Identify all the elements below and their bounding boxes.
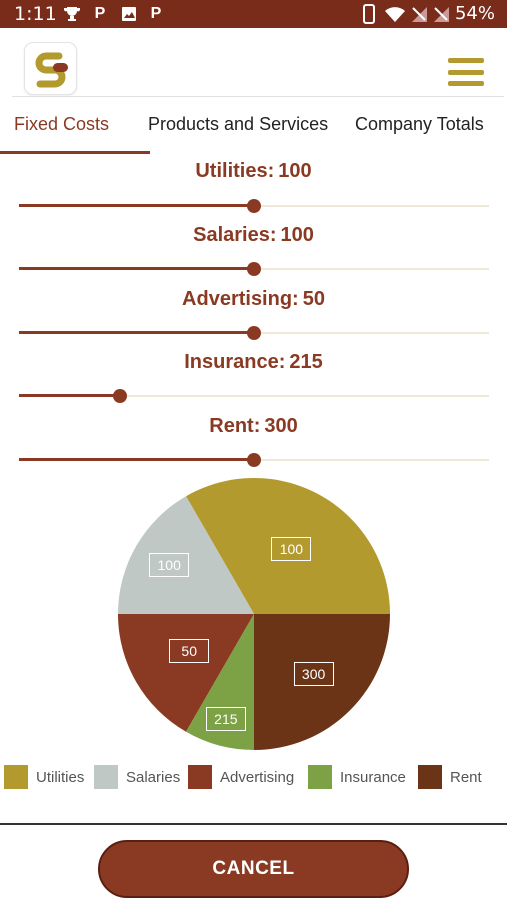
status-time: 1:11 bbox=[14, 3, 57, 25]
advertising-label-text: Advertising: bbox=[182, 288, 299, 310]
slider-thumb[interactable] bbox=[113, 389, 128, 403]
legend-swatch bbox=[188, 765, 212, 789]
tab-bar: Fixed Costs Products and Services Compan… bbox=[0, 100, 507, 154]
fixed-costs-pie-chart bbox=[118, 478, 390, 750]
legend-swatch bbox=[94, 765, 118, 789]
app-logo bbox=[24, 42, 77, 95]
p-icon: P bbox=[150, 5, 162, 22]
legend-item-salaries: Salaries bbox=[94, 765, 180, 789]
tab-company-totals[interactable]: Company Totals bbox=[355, 114, 484, 134]
rent-label-text: Rent: bbox=[209, 415, 261, 437]
utilities-label: Utilities: 100 bbox=[0, 160, 507, 183]
app-bar-divider bbox=[12, 96, 504, 97]
utilities-value: 100 bbox=[278, 160, 312, 182]
slider-thumb[interactable] bbox=[247, 326, 261, 340]
legend-item-insurance: Insurance bbox=[308, 765, 406, 789]
salaries-label-text: Salaries: bbox=[193, 224, 277, 246]
app-bar bbox=[0, 28, 507, 98]
tab-products-and-services[interactable]: Products and Services bbox=[148, 114, 329, 134]
salaries-label: Salaries: 100 bbox=[0, 224, 507, 247]
insurance-slider[interactable] bbox=[19, 389, 489, 403]
legend-swatch bbox=[4, 765, 28, 789]
advertising-slider[interactable] bbox=[19, 326, 489, 340]
slider-thumb[interactable] bbox=[247, 199, 261, 213]
hamburger-menu-icon[interactable] bbox=[448, 58, 484, 86]
insurance-label: Insurance: 215 bbox=[0, 351, 507, 374]
advertising-value: 50 bbox=[302, 288, 325, 310]
pie-slice-advertising bbox=[118, 614, 254, 732]
signal-icon bbox=[432, 4, 450, 24]
p-icon: P bbox=[94, 5, 106, 22]
legend-swatch bbox=[308, 765, 332, 789]
rent-slider[interactable] bbox=[19, 453, 489, 467]
slider-fill bbox=[19, 204, 254, 207]
pie-slice-insurance bbox=[186, 614, 254, 750]
legend-item-rent: Rent bbox=[418, 765, 482, 789]
legend-label: Rent bbox=[450, 768, 482, 786]
signal-icon bbox=[410, 4, 428, 24]
pie-label-salaries: 100 bbox=[149, 553, 190, 578]
slider-fill bbox=[19, 458, 254, 461]
tab-indicator bbox=[0, 151, 150, 154]
pie-label-advertising: 50 bbox=[169, 639, 210, 664]
legend-label: Advertising bbox=[220, 768, 295, 786]
pie-slice-salaries bbox=[118, 496, 254, 614]
slider-fill bbox=[19, 267, 254, 270]
battery-level: 54% bbox=[454, 3, 495, 24]
rent-value: 300 bbox=[264, 415, 298, 437]
salaries-slider[interactable] bbox=[19, 262, 489, 276]
legend-label: Salaries bbox=[126, 768, 181, 786]
legend-item-utilities: Utilities bbox=[4, 765, 84, 789]
legend-label: Utilities bbox=[36, 768, 85, 786]
trophy-icon bbox=[62, 4, 82, 24]
legend-label: Insurance bbox=[340, 768, 406, 786]
status-bar: 1:11 P P 54% bbox=[0, 0, 507, 28]
insurance-value: 215 bbox=[289, 351, 323, 373]
slider-fill bbox=[19, 394, 121, 397]
pie-slice-rent bbox=[254, 614, 390, 750]
wifi-icon bbox=[384, 4, 406, 24]
utilities-label-text: Utilities: bbox=[195, 160, 275, 182]
salaries-value: 100 bbox=[280, 224, 314, 246]
advertising-label: Advertising: 50 bbox=[0, 288, 507, 311]
chart-legend: Utilities Salaries Advertising Insurance Ren… bbox=[4, 765, 504, 793]
slider-thumb[interactable] bbox=[247, 262, 261, 276]
bottom-divider bbox=[0, 823, 507, 825]
pie-slice-utilities bbox=[186, 478, 390, 614]
slider-track bbox=[19, 395, 489, 397]
pie-label-utilities: 100 bbox=[271, 537, 312, 562]
insurance-label-text: Insurance: bbox=[184, 351, 286, 373]
pie-label-insurance: 215 bbox=[205, 707, 246, 732]
tab-fixed-costs[interactable]: Fixed Costs bbox=[14, 114, 110, 134]
image-icon bbox=[120, 4, 138, 24]
utilities-slider[interactable] bbox=[19, 199, 489, 213]
slider-fill bbox=[19, 331, 254, 334]
legend-swatch bbox=[418, 765, 442, 789]
legend-item-advertising: Advertising bbox=[188, 765, 294, 789]
slider-thumb[interactable] bbox=[247, 453, 261, 467]
pie-label-rent: 300 bbox=[293, 661, 334, 686]
cancel-button[interactable]: CANCEL bbox=[98, 840, 409, 898]
rent-label: Rent: 300 bbox=[0, 415, 507, 438]
phone-icon bbox=[362, 4, 376, 24]
